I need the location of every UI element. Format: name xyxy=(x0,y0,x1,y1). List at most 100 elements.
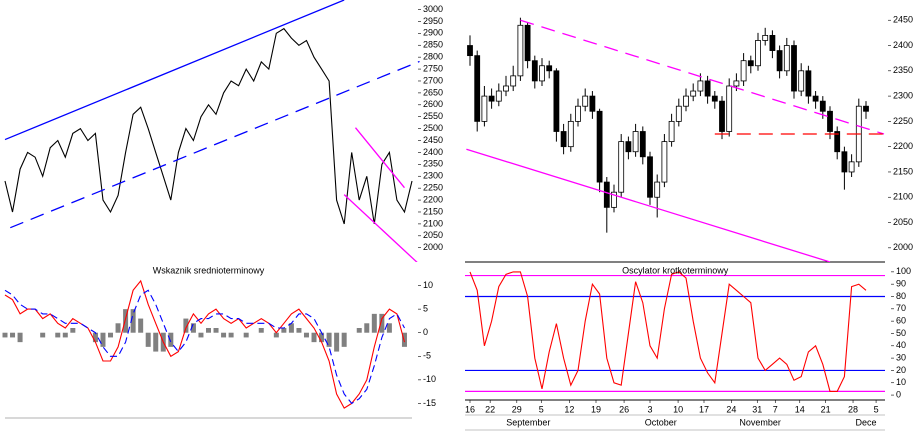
y-tick-label: 0 xyxy=(896,389,901,399)
histogram-bar xyxy=(70,328,76,333)
x-tick-label: 14 xyxy=(795,404,805,414)
candle-body xyxy=(791,45,797,92)
y-tick-label: 10 xyxy=(896,377,906,387)
x-tick-label: 17 xyxy=(699,404,709,414)
candle-body xyxy=(719,100,725,132)
histogram-bar xyxy=(258,328,264,333)
histogram-bar xyxy=(243,332,249,338)
x-tick-label: 10 xyxy=(673,404,683,414)
candle-body xyxy=(503,85,509,92)
histogram-bar xyxy=(138,318,144,333)
y-tick-label: 2250 xyxy=(893,116,913,126)
data-line xyxy=(4,27,413,225)
y-tick-label: 40 xyxy=(896,340,906,350)
candle-body xyxy=(488,95,495,102)
candle-body xyxy=(575,105,581,122)
candle-body xyxy=(539,65,545,82)
y-tick-label: 2100 xyxy=(893,192,913,202)
trend-line xyxy=(466,148,831,262)
histogram-bar xyxy=(228,332,234,338)
candle-body xyxy=(611,191,617,208)
y-tick-label: 2150 xyxy=(893,166,913,176)
candle-body xyxy=(711,95,718,102)
candle-body xyxy=(863,105,869,112)
y-tick-label: 60 xyxy=(896,316,906,326)
month-label: October xyxy=(645,417,677,427)
histogram-bar xyxy=(145,332,151,347)
y-tick-label: 2750 xyxy=(423,63,443,73)
y-tick-label: 10 xyxy=(423,280,433,290)
candle-body xyxy=(546,65,553,72)
y-tick-label: 2450 xyxy=(893,15,913,25)
histogram-bar xyxy=(123,309,129,333)
trend-line xyxy=(4,0,345,141)
candle-body xyxy=(639,131,646,158)
histogram-bar xyxy=(356,328,362,333)
candle-body xyxy=(812,95,819,102)
y-tick-label: 2600 xyxy=(423,99,443,109)
plot-area xyxy=(2,279,407,409)
histogram-bar xyxy=(198,332,204,338)
candle-body xyxy=(755,40,761,67)
candle-body xyxy=(668,120,675,143)
candle-body xyxy=(697,80,704,92)
indicator-line xyxy=(4,289,405,405)
x-tick-label: 21 xyxy=(821,404,831,414)
x-tick-label: 26 xyxy=(619,404,629,414)
histogram-bar xyxy=(379,313,385,333)
histogram-bar xyxy=(213,328,219,333)
histogram-bar xyxy=(296,328,302,333)
histogram-bar xyxy=(341,332,347,347)
y-tick-label: 20 xyxy=(896,365,906,375)
y-tick-label: 50 xyxy=(896,328,906,338)
histogram-bar xyxy=(190,323,196,333)
candle-body xyxy=(467,45,473,57)
candle-body xyxy=(625,141,632,153)
y-tick-label: 2300 xyxy=(423,171,443,181)
histogram-bar xyxy=(17,332,23,343)
y-tick-label: 2250 xyxy=(423,183,443,193)
candle-body xyxy=(848,161,855,173)
plot-area xyxy=(465,271,885,392)
y-tick-label: 70 xyxy=(896,303,906,313)
trend-line xyxy=(520,19,885,135)
candle-body xyxy=(632,131,639,153)
candle-body xyxy=(567,120,574,148)
y-tick-label: 2900 xyxy=(423,28,443,38)
y-tick-label: 2050 xyxy=(423,230,443,240)
candle-body xyxy=(582,95,589,107)
x-tick-label: 3 xyxy=(647,404,652,414)
histogram-bar xyxy=(168,332,174,347)
histogram-bar xyxy=(273,332,279,338)
histogram-bar xyxy=(364,323,370,333)
histogram-bar xyxy=(62,332,68,338)
candle-body xyxy=(531,60,538,82)
x-tick-label: 7 xyxy=(773,404,778,414)
candle-body xyxy=(762,35,769,41)
y-tick-label: 3000 xyxy=(423,4,443,14)
candle-body xyxy=(618,141,625,193)
y-tick-label: 2450 xyxy=(423,135,443,145)
trend-line xyxy=(354,127,405,189)
plot-area xyxy=(466,17,885,262)
y-tick-label: 2000 xyxy=(893,242,913,252)
y-tick-label: 2400 xyxy=(423,147,443,157)
candle-body xyxy=(783,45,790,72)
y-tick-label: 90 xyxy=(896,279,906,289)
histogram-bar xyxy=(10,332,16,338)
histogram-bar xyxy=(221,332,227,338)
y-tick-label: 2200 xyxy=(423,194,443,204)
y-tick-label: 2700 xyxy=(423,75,443,85)
candle-body xyxy=(589,95,596,112)
candle-body xyxy=(495,90,502,102)
y-tick-label: 2650 xyxy=(423,87,443,97)
histogram-bar xyxy=(311,332,317,343)
y-tick-label: 2950 xyxy=(423,16,443,26)
month-label: September xyxy=(506,417,550,427)
candle-body xyxy=(661,141,668,183)
panel-title: Oscylator krotkoterminowy xyxy=(622,265,729,275)
y-tick-label: 2850 xyxy=(423,40,443,50)
y-tick-label: 2400 xyxy=(893,40,913,50)
y-tick-label: 2550 xyxy=(423,111,443,121)
y-tick-label: 2100 xyxy=(423,218,443,228)
